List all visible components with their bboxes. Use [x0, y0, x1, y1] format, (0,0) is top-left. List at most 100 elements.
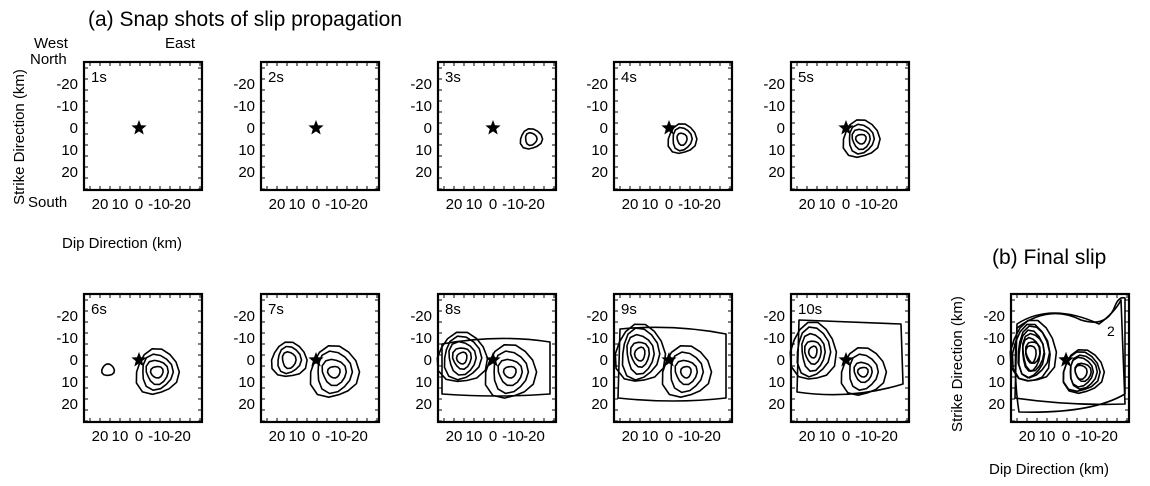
east-contour-2: [497, 358, 524, 387]
final-slip-contours: 2: [1011, 296, 1126, 413]
panel-time-label: 7s: [268, 301, 284, 318]
ytick-label: 20: [768, 164, 785, 181]
outer-contour: [617, 326, 727, 402]
east-contour-3: [856, 366, 869, 378]
xtick-label: 10: [466, 196, 483, 213]
xtick-label: -10: [855, 196, 877, 213]
west-contour-4: [807, 345, 818, 359]
ytick-label: -10: [410, 98, 432, 115]
east-contour-0: [519, 128, 544, 150]
title-snapshots: (a) Snap shots of slip propagation: [88, 8, 402, 31]
east-contour-1: [524, 131, 538, 147]
east-contour-2: [676, 132, 688, 146]
panel-time-label: 4s: [621, 69, 637, 86]
xtick-label: 0: [665, 196, 673, 213]
ytick-label: 10: [415, 142, 432, 159]
west-contour-4: [633, 346, 646, 362]
xtick-label: -20: [346, 196, 368, 213]
xtick-label: -10: [855, 428, 877, 445]
ytick-label: 10: [591, 142, 608, 159]
outer-contour: [441, 337, 551, 397]
ytick-label: 10: [61, 374, 78, 391]
xtick-label: 10: [289, 428, 306, 445]
xtick-label: -10: [678, 196, 700, 213]
west-contour-3: [1025, 345, 1037, 364]
west-contour-2: [448, 340, 477, 376]
east-contour-1: [142, 353, 175, 391]
xtick-label: 10: [642, 196, 659, 213]
west-contour-2: [626, 333, 655, 375]
ytick-label: 20: [61, 164, 78, 181]
ytick-label: 20: [768, 396, 785, 413]
east-contour-3: [502, 365, 517, 379]
east-contour-3: [149, 365, 164, 379]
ytick-label: -10: [586, 330, 608, 347]
xtick-label: 0: [312, 428, 320, 445]
ytick-label: -10: [410, 330, 432, 347]
east-contour-1: [670, 351, 705, 394]
xtick-label: 20: [799, 196, 816, 213]
xtick-label: -10: [678, 428, 700, 445]
west-contour-0: [1009, 319, 1058, 382]
ytick-label: 20: [238, 396, 255, 413]
xtick-label: 0: [489, 196, 497, 213]
ytick-label: 10: [61, 142, 78, 159]
ytick-label: -10: [983, 330, 1005, 347]
xtick-label: -20: [699, 196, 721, 213]
xlabel-final: Dip Direction (km): [989, 461, 1109, 478]
west-contour-2: [281, 351, 297, 370]
ytick-label: 0: [777, 120, 785, 137]
hypocenter-star-icon: [838, 352, 854, 367]
ytick-label: -20: [586, 76, 608, 93]
ytick-label: -10: [233, 330, 255, 347]
west-contour-0: [614, 323, 667, 382]
ytick-label: 10: [238, 142, 255, 159]
panel-time-label: 6s: [91, 301, 107, 318]
xtick-label: 10: [112, 196, 129, 213]
ytick-label: 10: [768, 142, 785, 159]
west-contour-0: [101, 363, 116, 377]
east-contour-1: [493, 350, 530, 395]
xtick-label: 20: [622, 428, 639, 445]
contour-label: 2: [1107, 323, 1115, 339]
xtick-label: 10: [819, 196, 836, 213]
ytick-label: 0: [247, 352, 255, 369]
ytick-label: 0: [777, 352, 785, 369]
ytick-label: 20: [238, 164, 255, 181]
xtick-label: -20: [876, 196, 898, 213]
label-east: East: [165, 35, 196, 52]
ytick-label: -20: [233, 76, 255, 93]
xtick-label: 20: [446, 428, 463, 445]
xtick-label: 20: [269, 428, 286, 445]
ytick-label: 20: [61, 396, 78, 413]
xtick-label: 10: [642, 428, 659, 445]
xtick-label: 0: [135, 196, 143, 213]
ylabel-final: Strike Direction (km): [949, 296, 966, 432]
ytick-label: 10: [415, 374, 432, 391]
east-contour-2: [851, 128, 871, 151]
east-contour-0: [842, 119, 881, 159]
xtick-label: -10: [502, 196, 524, 213]
ytick-label: -20: [410, 76, 432, 93]
east-contour-2: [1074, 364, 1088, 380]
panel-time-label: 2s: [268, 69, 284, 86]
hypocenter-star-icon: [661, 352, 677, 367]
east-contour-1: [849, 353, 880, 391]
west-contour-3: [451, 347, 473, 370]
xtick-label: -20: [169, 428, 191, 445]
xtick-label: 0: [489, 428, 497, 445]
ytick-label: -10: [56, 330, 78, 347]
xtick-label: -10: [148, 196, 170, 213]
xtick-label: -10: [325, 196, 347, 213]
east-contour-3: [854, 133, 867, 145]
ytick-label: -10: [763, 98, 785, 115]
ytick-label: 10: [591, 374, 608, 391]
panel-time-label: 9s: [621, 301, 637, 318]
ytick-label: 0: [997, 352, 1005, 369]
ytick-label: 0: [600, 352, 608, 369]
